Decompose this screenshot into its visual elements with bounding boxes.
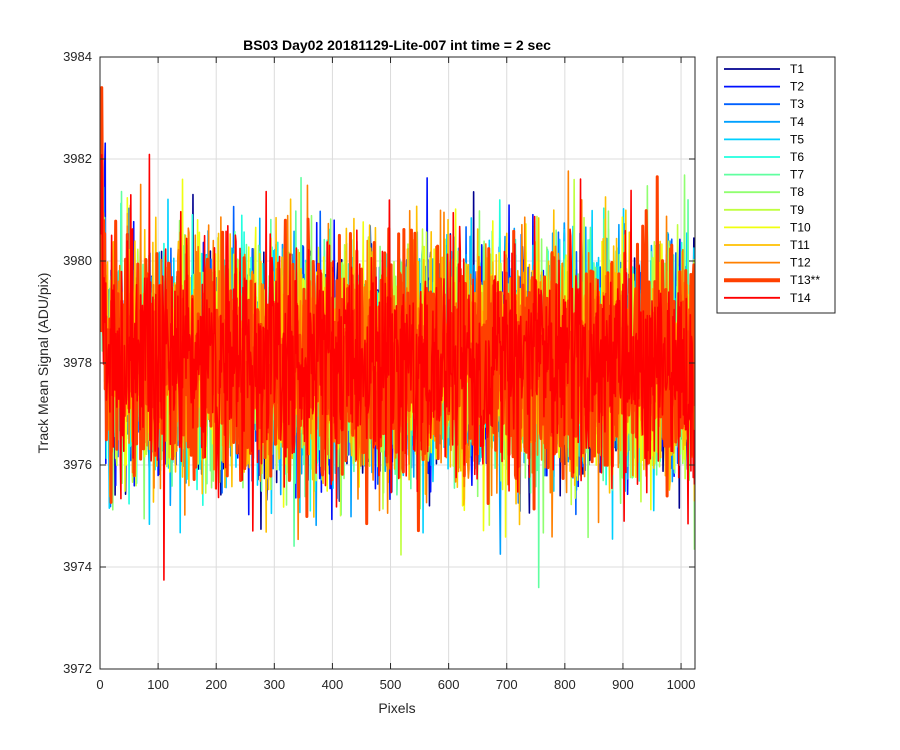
y-tick-label: 3972 bbox=[63, 661, 92, 676]
legend: T1 T2 T3 T4 T5 T6 T7 T8 T9 T10 T11 T12 T13** T14 bbox=[716, 56, 836, 314]
legend-label: T1 bbox=[790, 62, 804, 76]
x-axis-label: Pixels bbox=[378, 700, 415, 716]
x-tick-label: 1000 bbox=[667, 677, 696, 692]
x-tick-label: 0 bbox=[96, 677, 103, 692]
x-tick-label: 200 bbox=[205, 677, 227, 692]
ticks: 0 100 200 300 400 500 600 700 800 900 1000 3972 3974… bbox=[63, 49, 695, 692]
legend-label: T14 bbox=[790, 291, 811, 305]
legend-label: T11 bbox=[790, 238, 810, 252]
series-line-t14 bbox=[100, 153, 695, 581]
x-tick-label: 500 bbox=[380, 677, 402, 692]
legend-label: T10 bbox=[790, 220, 811, 234]
chart-title: BS03 Day02 20181129-Lite-007 int time = … bbox=[243, 37, 551, 53]
x-tick-label: 600 bbox=[438, 677, 460, 692]
x-tick-label: 700 bbox=[496, 677, 518, 692]
y-axis-label: Track Mean Signal (ADU/pix) bbox=[35, 273, 51, 454]
legend-label: T3 bbox=[790, 97, 804, 111]
x-tick-label: 800 bbox=[554, 677, 576, 692]
legend-label: T12 bbox=[790, 256, 811, 270]
legend-label: T7 bbox=[790, 168, 804, 182]
legend-label: T9 bbox=[790, 203, 804, 217]
legend-label: T2 bbox=[790, 80, 804, 94]
y-tick-label: 3976 bbox=[63, 457, 92, 472]
legend-label: T5 bbox=[790, 132, 804, 146]
x-tick-label: 400 bbox=[322, 677, 344, 692]
legend-box bbox=[716, 56, 836, 314]
y-tick-label: 3974 bbox=[63, 559, 92, 574]
x-tick-label: 900 bbox=[612, 677, 634, 692]
legend-label: T6 bbox=[790, 150, 804, 164]
y-tick-label: 3982 bbox=[63, 151, 92, 166]
legend-label: T13** bbox=[790, 273, 820, 287]
legend-label: T8 bbox=[790, 185, 804, 199]
x-tick-label: 100 bbox=[147, 677, 169, 692]
y-tick-label: 3980 bbox=[63, 253, 92, 268]
legend-label: T4 bbox=[790, 115, 804, 129]
series-layer bbox=[100, 86, 695, 589]
y-tick-label: 3984 bbox=[63, 49, 92, 64]
x-tick-label: 300 bbox=[263, 677, 285, 692]
y-tick-label: 3978 bbox=[63, 355, 92, 370]
